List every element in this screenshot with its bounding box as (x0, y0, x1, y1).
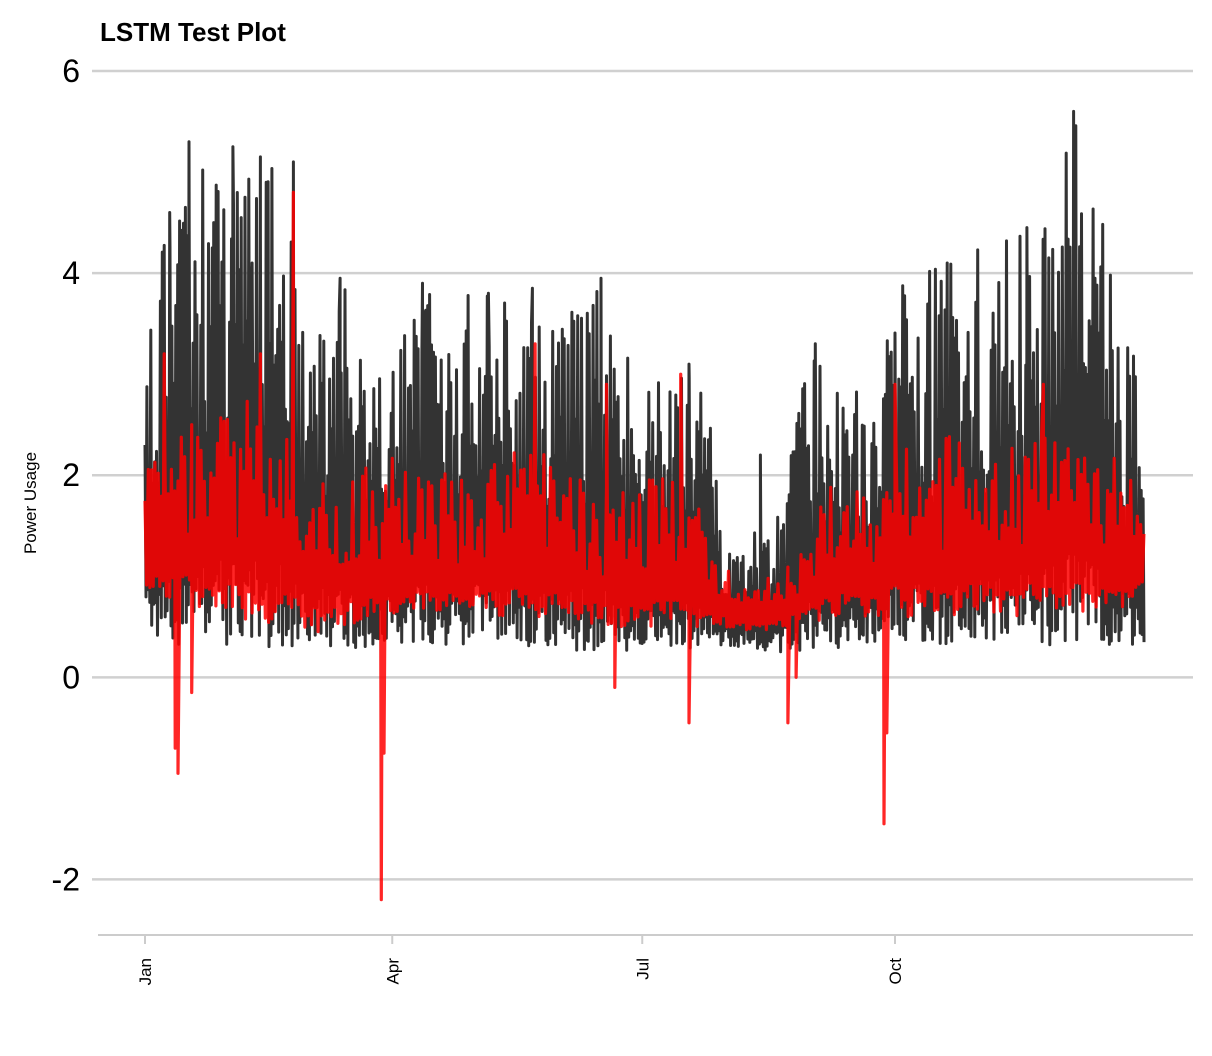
y-tick-label: 0 (62, 659, 80, 695)
x-tick-label: Jan (136, 958, 155, 985)
chart-title: LSTM Test Plot (100, 17, 286, 47)
x-tick-label: Oct (886, 958, 905, 985)
y-axis-ticks: -2 0 2 4 6 (52, 53, 80, 897)
y-tick-label: -2 (52, 861, 80, 897)
series-line-2 (143, 190, 1146, 902)
series-layer (143, 109, 1146, 902)
y-tick-label: 6 (62, 53, 80, 89)
y-tick-label: 4 (62, 255, 80, 291)
y-axis-label: Power Usage (21, 452, 40, 554)
y-tick-label: 2 (62, 457, 80, 493)
x-tick-label: Apr (383, 958, 402, 985)
x-axis-ticks: Jan Apr Jul Oct (136, 935, 905, 985)
x-tick-label: Jul (633, 958, 652, 980)
